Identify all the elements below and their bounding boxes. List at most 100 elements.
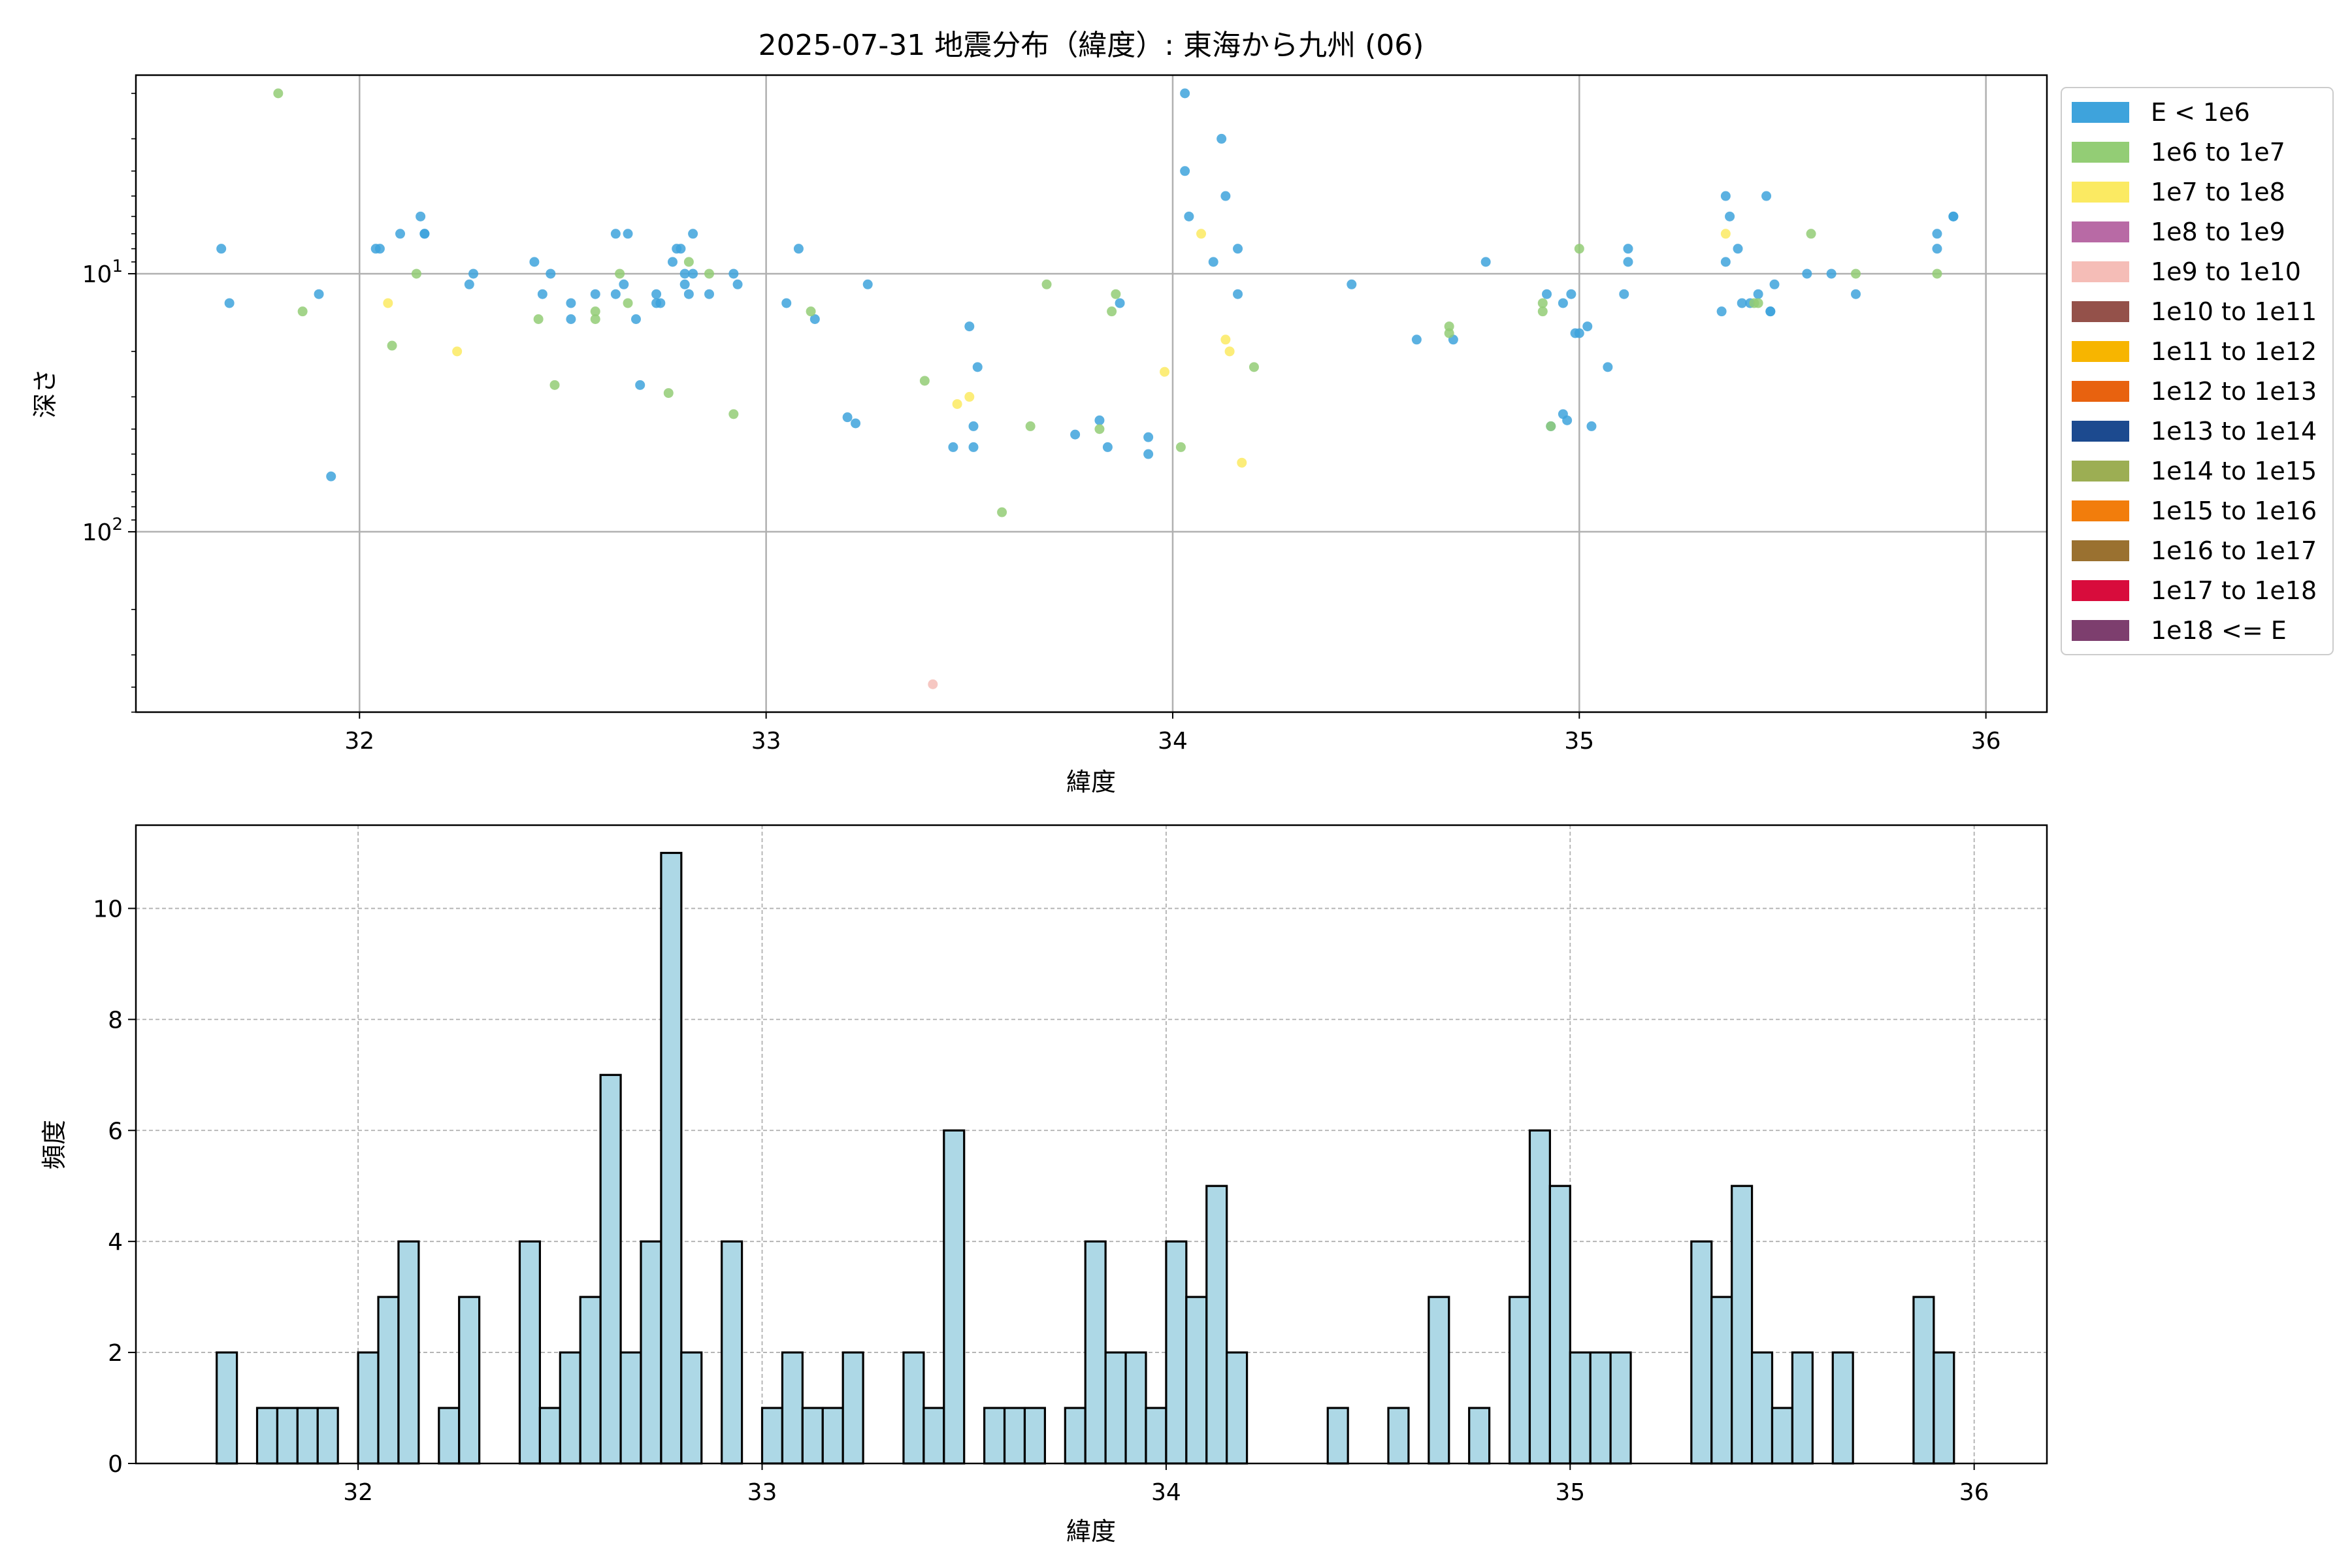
legend-label: 1e7 to 1e8 — [2151, 178, 2285, 206]
scatter-point — [1217, 133, 1227, 144]
legend-swatch — [2072, 341, 2129, 362]
scatter-point — [1566, 289, 1576, 299]
legend-label: 1e6 to 1e7 — [2151, 138, 2285, 167]
legend-swatch — [2072, 182, 2129, 203]
scatter-point — [1725, 211, 1735, 221]
histogram-bar — [1104, 1351, 1127, 1465]
histogram-bar — [640, 1240, 662, 1465]
scatter-x-axis-label: 緯度 — [1066, 768, 1116, 796]
scatter-point — [1932, 229, 1942, 239]
legend-swatch — [2072, 620, 2129, 641]
histogram-x-ticks: 32 33 34 35 36 — [343, 1463, 1989, 1506]
scatter-point — [964, 391, 975, 402]
scatter-point — [1851, 289, 1861, 299]
scatter-point — [610, 289, 621, 299]
scatter-point — [1102, 442, 1113, 452]
histogram-bar — [1690, 1240, 1713, 1465]
histogram-bar — [983, 1407, 1006, 1465]
legend-swatch — [2072, 381, 2129, 402]
histogram-bar — [821, 1407, 844, 1465]
histogram-bar — [781, 1351, 804, 1465]
scatter-point — [1546, 421, 1556, 431]
scatter-point — [1806, 229, 1816, 239]
legend-label: 1e8 to 1e9 — [2151, 218, 2285, 246]
scatter-point — [809, 314, 820, 325]
histogram-bar — [619, 1351, 642, 1465]
scatter-point — [623, 298, 633, 308]
scatter-legend: E < 1e6 1e6 to 1e7 1e7 to 1e8 1e8 to 1e9 1e9… — [2061, 87, 2334, 655]
scatter-point — [1562, 415, 1573, 425]
histogram-bars — [216, 851, 1955, 1465]
histogram-bar — [1508, 1296, 1531, 1465]
histogram-y-ticks: 0 2 4 6 8 10 — [93, 896, 136, 1478]
histogram-bar — [1528, 1129, 1551, 1465]
scatter-point — [1480, 257, 1491, 267]
histogram-bar — [518, 1240, 541, 1465]
scatter-point — [1765, 306, 1776, 317]
histogram-bar — [255, 1407, 279, 1465]
scatter-point — [1720, 229, 1731, 239]
histogram-bar — [397, 1240, 420, 1465]
histogram-bar — [1145, 1407, 1168, 1465]
scatter-point — [1753, 289, 1763, 299]
scatter-point — [1107, 306, 1117, 317]
histogram-bar — [276, 1407, 299, 1465]
scatter-point — [615, 269, 625, 279]
scatter-point — [1444, 321, 1454, 332]
scatter-point — [781, 298, 792, 308]
legend-swatch — [2072, 102, 2129, 123]
scatter-point — [1574, 244, 1584, 254]
scatter-point — [928, 679, 938, 689]
histogram-bar — [296, 1407, 319, 1465]
scatter-point — [663, 388, 674, 399]
scatter-point — [667, 257, 678, 267]
scatter-point — [679, 269, 690, 279]
scatter-point — [464, 279, 474, 289]
legend-label: 1e15 to 1e16 — [2151, 497, 2317, 525]
scatter-point — [224, 298, 235, 308]
scatter-point — [1208, 257, 1218, 267]
histogram-y-tick-label: 6 — [108, 1118, 123, 1145]
scatter-point — [549, 380, 560, 390]
histogram-bar — [1771, 1407, 1794, 1465]
histogram-bar — [316, 1407, 339, 1465]
scatter-x-tick-label: 36 — [1971, 728, 2001, 755]
histogram-bar — [1023, 1407, 1046, 1465]
scatter-point — [704, 289, 714, 299]
scatter-point — [997, 507, 1007, 517]
scatter-point — [862, 279, 873, 289]
histogram-bar — [1387, 1407, 1410, 1465]
legend-label: 1e9 to 1e10 — [2151, 257, 2301, 286]
scatter-point — [1720, 191, 1731, 201]
histogram-bar — [1165, 1240, 1188, 1465]
scatter-point — [619, 279, 629, 289]
histogram-x-tick-label: 36 — [1959, 1479, 1989, 1506]
scatter-point — [468, 269, 479, 279]
scatter-point — [1094, 415, 1105, 425]
scatter-x-ticks: 32 33 34 35 36 — [344, 712, 2001, 755]
scatter-point — [590, 306, 600, 317]
scatter-point — [1196, 229, 1207, 239]
scatter-point — [948, 442, 958, 452]
scatter-point — [1143, 449, 1154, 459]
scatter-point — [1826, 269, 1837, 279]
histogram-bar — [1609, 1351, 1632, 1465]
scatter-point — [683, 289, 694, 299]
scatter-point — [419, 229, 430, 239]
scatter-plot-frame — [135, 74, 2048, 713]
histogram-bar — [1226, 1351, 1249, 1465]
legend-swatch — [2072, 540, 2129, 561]
scatter-point — [1737, 298, 1747, 308]
scatter-point — [1233, 289, 1243, 299]
histogram-bar — [1326, 1407, 1349, 1465]
histogram-bar — [559, 1351, 581, 1465]
scatter-point — [1537, 298, 1548, 308]
scatter-point — [1542, 289, 1552, 299]
scatter-title: 2025-07-31 地震分布（緯度）: 東海から九州 (06) — [759, 29, 1424, 62]
scatter-point — [216, 244, 227, 254]
scatter-y-tick-label: 101 — [82, 257, 123, 288]
legend-label: 1e10 to 1e11 — [2151, 297, 2317, 326]
histogram-bar — [943, 1129, 966, 1465]
scatter-point — [395, 229, 406, 239]
scatter-point — [1249, 362, 1259, 372]
